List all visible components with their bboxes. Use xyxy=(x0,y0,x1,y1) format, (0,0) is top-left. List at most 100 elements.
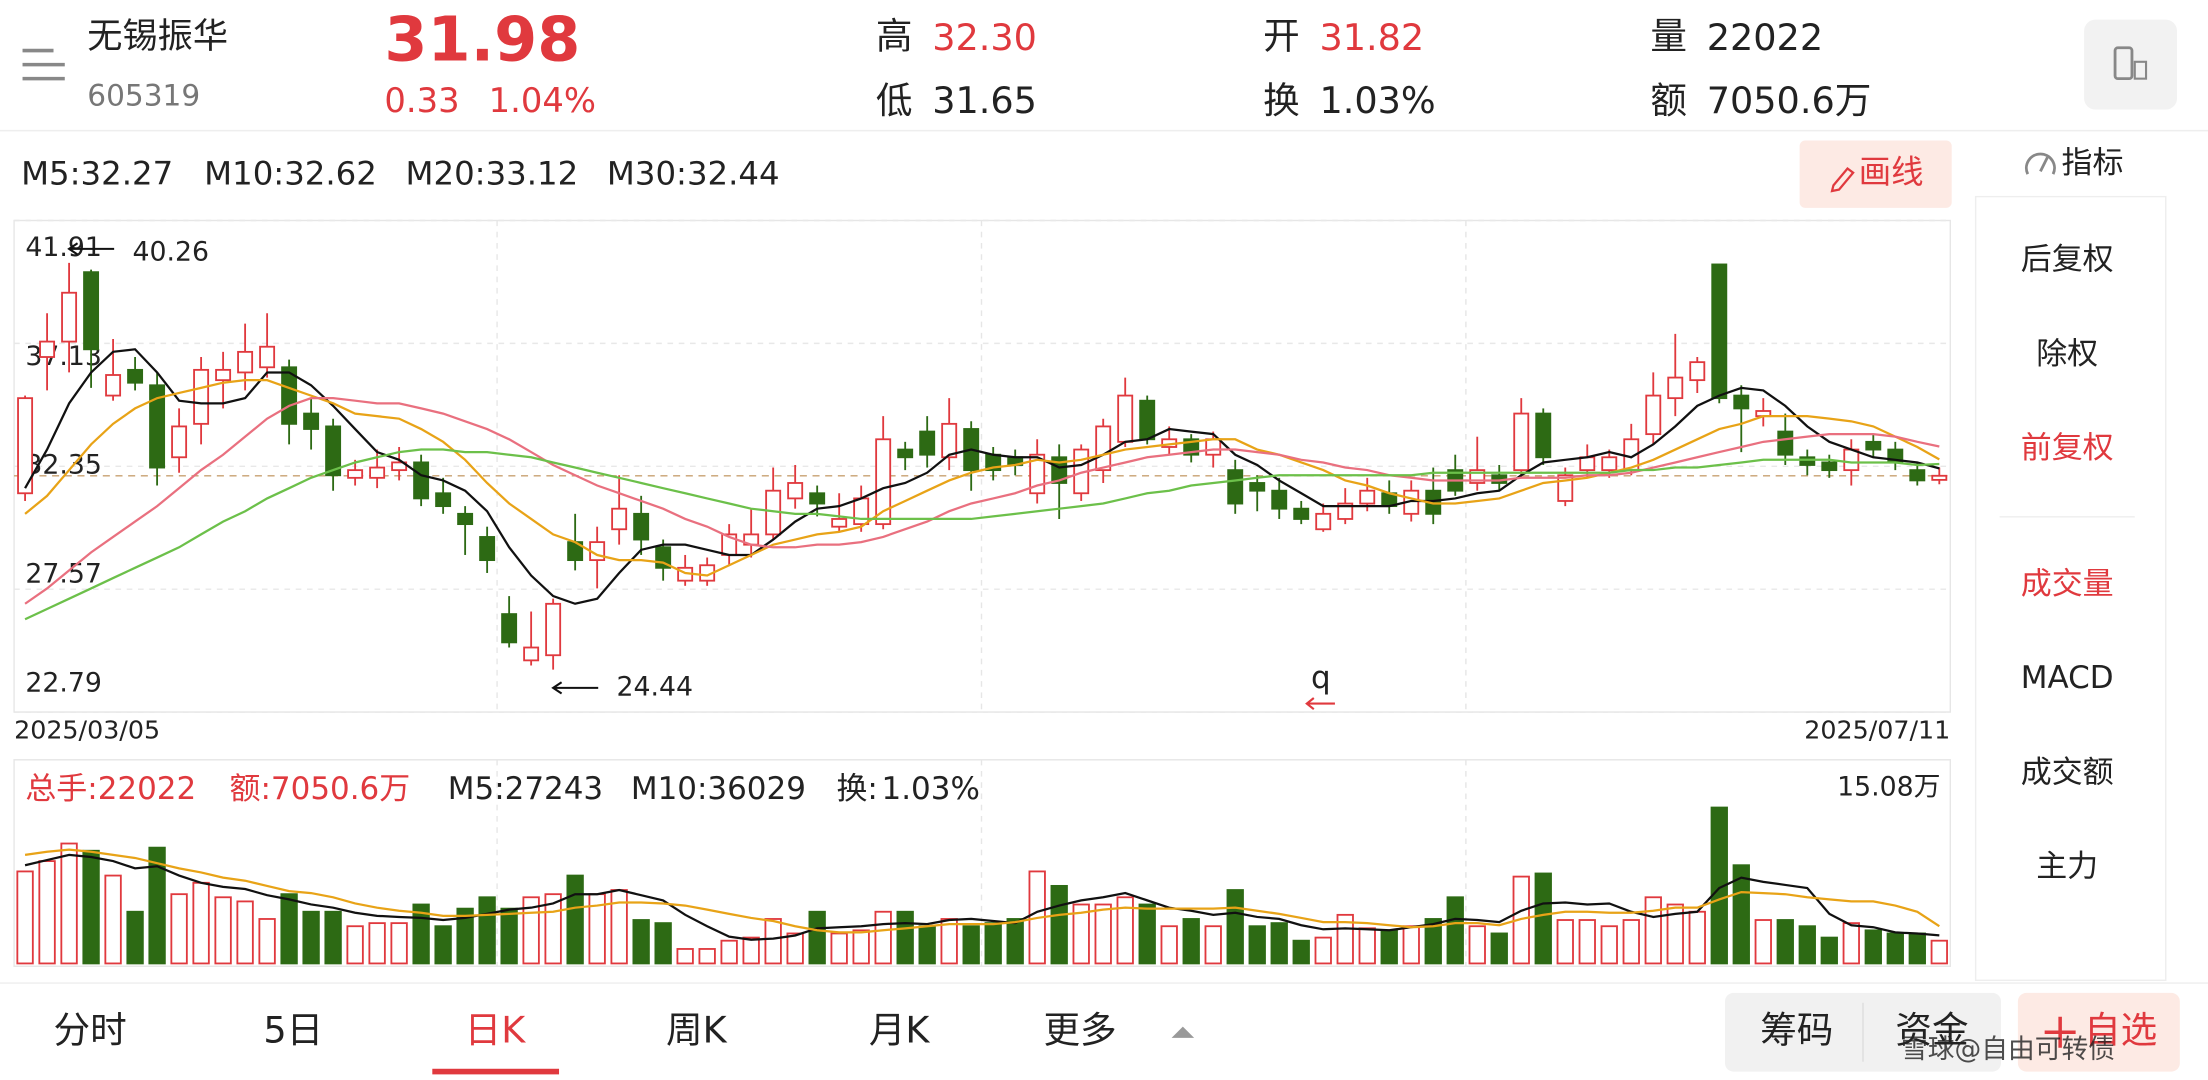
volume-bar xyxy=(214,896,232,965)
volume-bar xyxy=(1072,903,1090,965)
tab[interactable]: 5日 xyxy=(263,1009,323,1052)
tab[interactable]: 周K xyxy=(666,1009,728,1052)
volume-bar xyxy=(676,948,694,965)
volume-bar xyxy=(1138,903,1156,965)
indicator-button[interactable]: 指标 xyxy=(2024,145,2123,181)
volume-bar xyxy=(1776,919,1794,965)
candle-body xyxy=(435,492,452,508)
candle-body xyxy=(1645,394,1662,436)
legend-label: M10:32.62 xyxy=(204,155,377,193)
volume-total: 总手:22022 xyxy=(25,771,196,807)
tab[interactable]: 月K xyxy=(869,1009,931,1052)
candle-body xyxy=(149,384,166,469)
candle-body xyxy=(83,271,100,351)
volume-bar xyxy=(918,925,936,965)
candle-body xyxy=(1095,425,1112,472)
volume-bar xyxy=(874,910,892,965)
candle-body xyxy=(1865,440,1882,451)
volume-bar xyxy=(720,939,738,965)
volume-bar xyxy=(280,893,298,965)
volume-bar xyxy=(830,932,848,965)
volume-bar xyxy=(60,842,78,965)
draw-button[interactable]: 画线 xyxy=(1799,140,1952,208)
menu-item[interactable]: 前复权 xyxy=(2021,430,2114,466)
candle-body xyxy=(1271,489,1288,510)
tab-active[interactable]: 日K xyxy=(465,1009,527,1052)
legend-label: M5:27243 xyxy=(448,771,603,807)
candle-body xyxy=(1821,461,1838,472)
tab[interactable]: 更多 xyxy=(1043,1009,1116,1052)
volume-bar xyxy=(302,910,320,965)
volume-bar xyxy=(1226,889,1244,965)
candle-body xyxy=(1205,438,1222,456)
candle-body xyxy=(259,345,276,369)
menu-item[interactable]: 成交量 xyxy=(2021,566,2114,602)
volume-bar xyxy=(1732,864,1750,965)
volume-bar xyxy=(82,849,100,965)
menu-item[interactable]: 除权 xyxy=(2036,336,2098,372)
candle-body xyxy=(1931,474,1948,481)
volume-bar xyxy=(1490,932,1508,965)
volume-bar xyxy=(1666,903,1684,965)
candle-body xyxy=(633,512,650,541)
candle-body xyxy=(171,425,188,459)
volume-bar xyxy=(170,893,188,965)
x-tick-label: 2025/07/11 xyxy=(1804,716,1950,745)
volume-bar xyxy=(764,918,782,965)
menu-item[interactable]: 成交额 xyxy=(2021,754,2114,790)
volume-bar xyxy=(324,910,342,965)
volume-bar xyxy=(1468,925,1486,965)
tab-underline xyxy=(432,1068,560,1075)
add-watchlist-label: 自选 xyxy=(2084,1009,2157,1052)
add-watchlist-button[interactable]: 自选 xyxy=(2017,992,2180,1072)
volume-bar xyxy=(1292,939,1310,965)
stat-value: 22022 xyxy=(1707,16,1823,59)
stat-label: 量 xyxy=(1650,14,1687,57)
volume-bar xyxy=(1446,896,1464,965)
candle-body xyxy=(1117,394,1134,443)
volume-bar xyxy=(1534,872,1552,965)
candle-body xyxy=(1139,399,1156,441)
candle-body xyxy=(1337,502,1354,520)
volume-bar xyxy=(698,948,716,965)
menu-item[interactable]: 后复权 xyxy=(2021,242,2114,278)
volume-bar xyxy=(1160,925,1178,965)
candle-body xyxy=(303,412,320,430)
volume-bar xyxy=(1182,918,1200,965)
rotate-button[interactable] xyxy=(2084,19,2178,110)
menu-item[interactable]: MACD xyxy=(2021,660,2114,696)
candle-body xyxy=(941,422,958,459)
legend-label: M20:33.12 xyxy=(406,155,579,193)
volume-bar xyxy=(1930,939,1948,965)
volume-bar xyxy=(1094,903,1112,965)
stock-code: 605319 xyxy=(87,78,200,112)
candle-body xyxy=(1909,469,1926,482)
funds-button[interactable]: 资金 xyxy=(1895,1009,1968,1052)
menu-icon[interactable] xyxy=(22,48,65,81)
volume-bar xyxy=(984,922,1002,965)
volume-bar xyxy=(148,846,166,965)
menu-item[interactable]: 主力 xyxy=(2036,848,2098,884)
volume-bar xyxy=(742,936,760,965)
candle-body xyxy=(215,368,232,382)
volume-bar xyxy=(1402,925,1420,965)
volume-bar xyxy=(1842,922,1860,965)
chips-button[interactable]: 筹码 xyxy=(1760,1009,1833,1052)
price: 31.98 xyxy=(384,4,580,76)
turnover-label: 换: xyxy=(836,771,877,807)
tab[interactable]: 分时 xyxy=(54,1009,127,1052)
stat-value: 31.82 xyxy=(1319,16,1424,59)
volume-bar xyxy=(104,874,122,965)
volume-bar xyxy=(1820,936,1838,965)
volume-bar xyxy=(1556,919,1574,965)
candle-body xyxy=(1513,412,1530,472)
candle-body xyxy=(193,368,210,425)
ma-line xyxy=(24,848,1940,934)
volume-bar xyxy=(478,896,496,965)
volume-amount: 额:7050.6万 xyxy=(230,771,411,807)
candle-body xyxy=(1051,456,1068,484)
volume-bar xyxy=(1754,919,1772,965)
candle-body xyxy=(875,438,892,526)
stat-value: 7050.6万 xyxy=(1707,79,1872,122)
volume-bar xyxy=(1798,925,1816,965)
